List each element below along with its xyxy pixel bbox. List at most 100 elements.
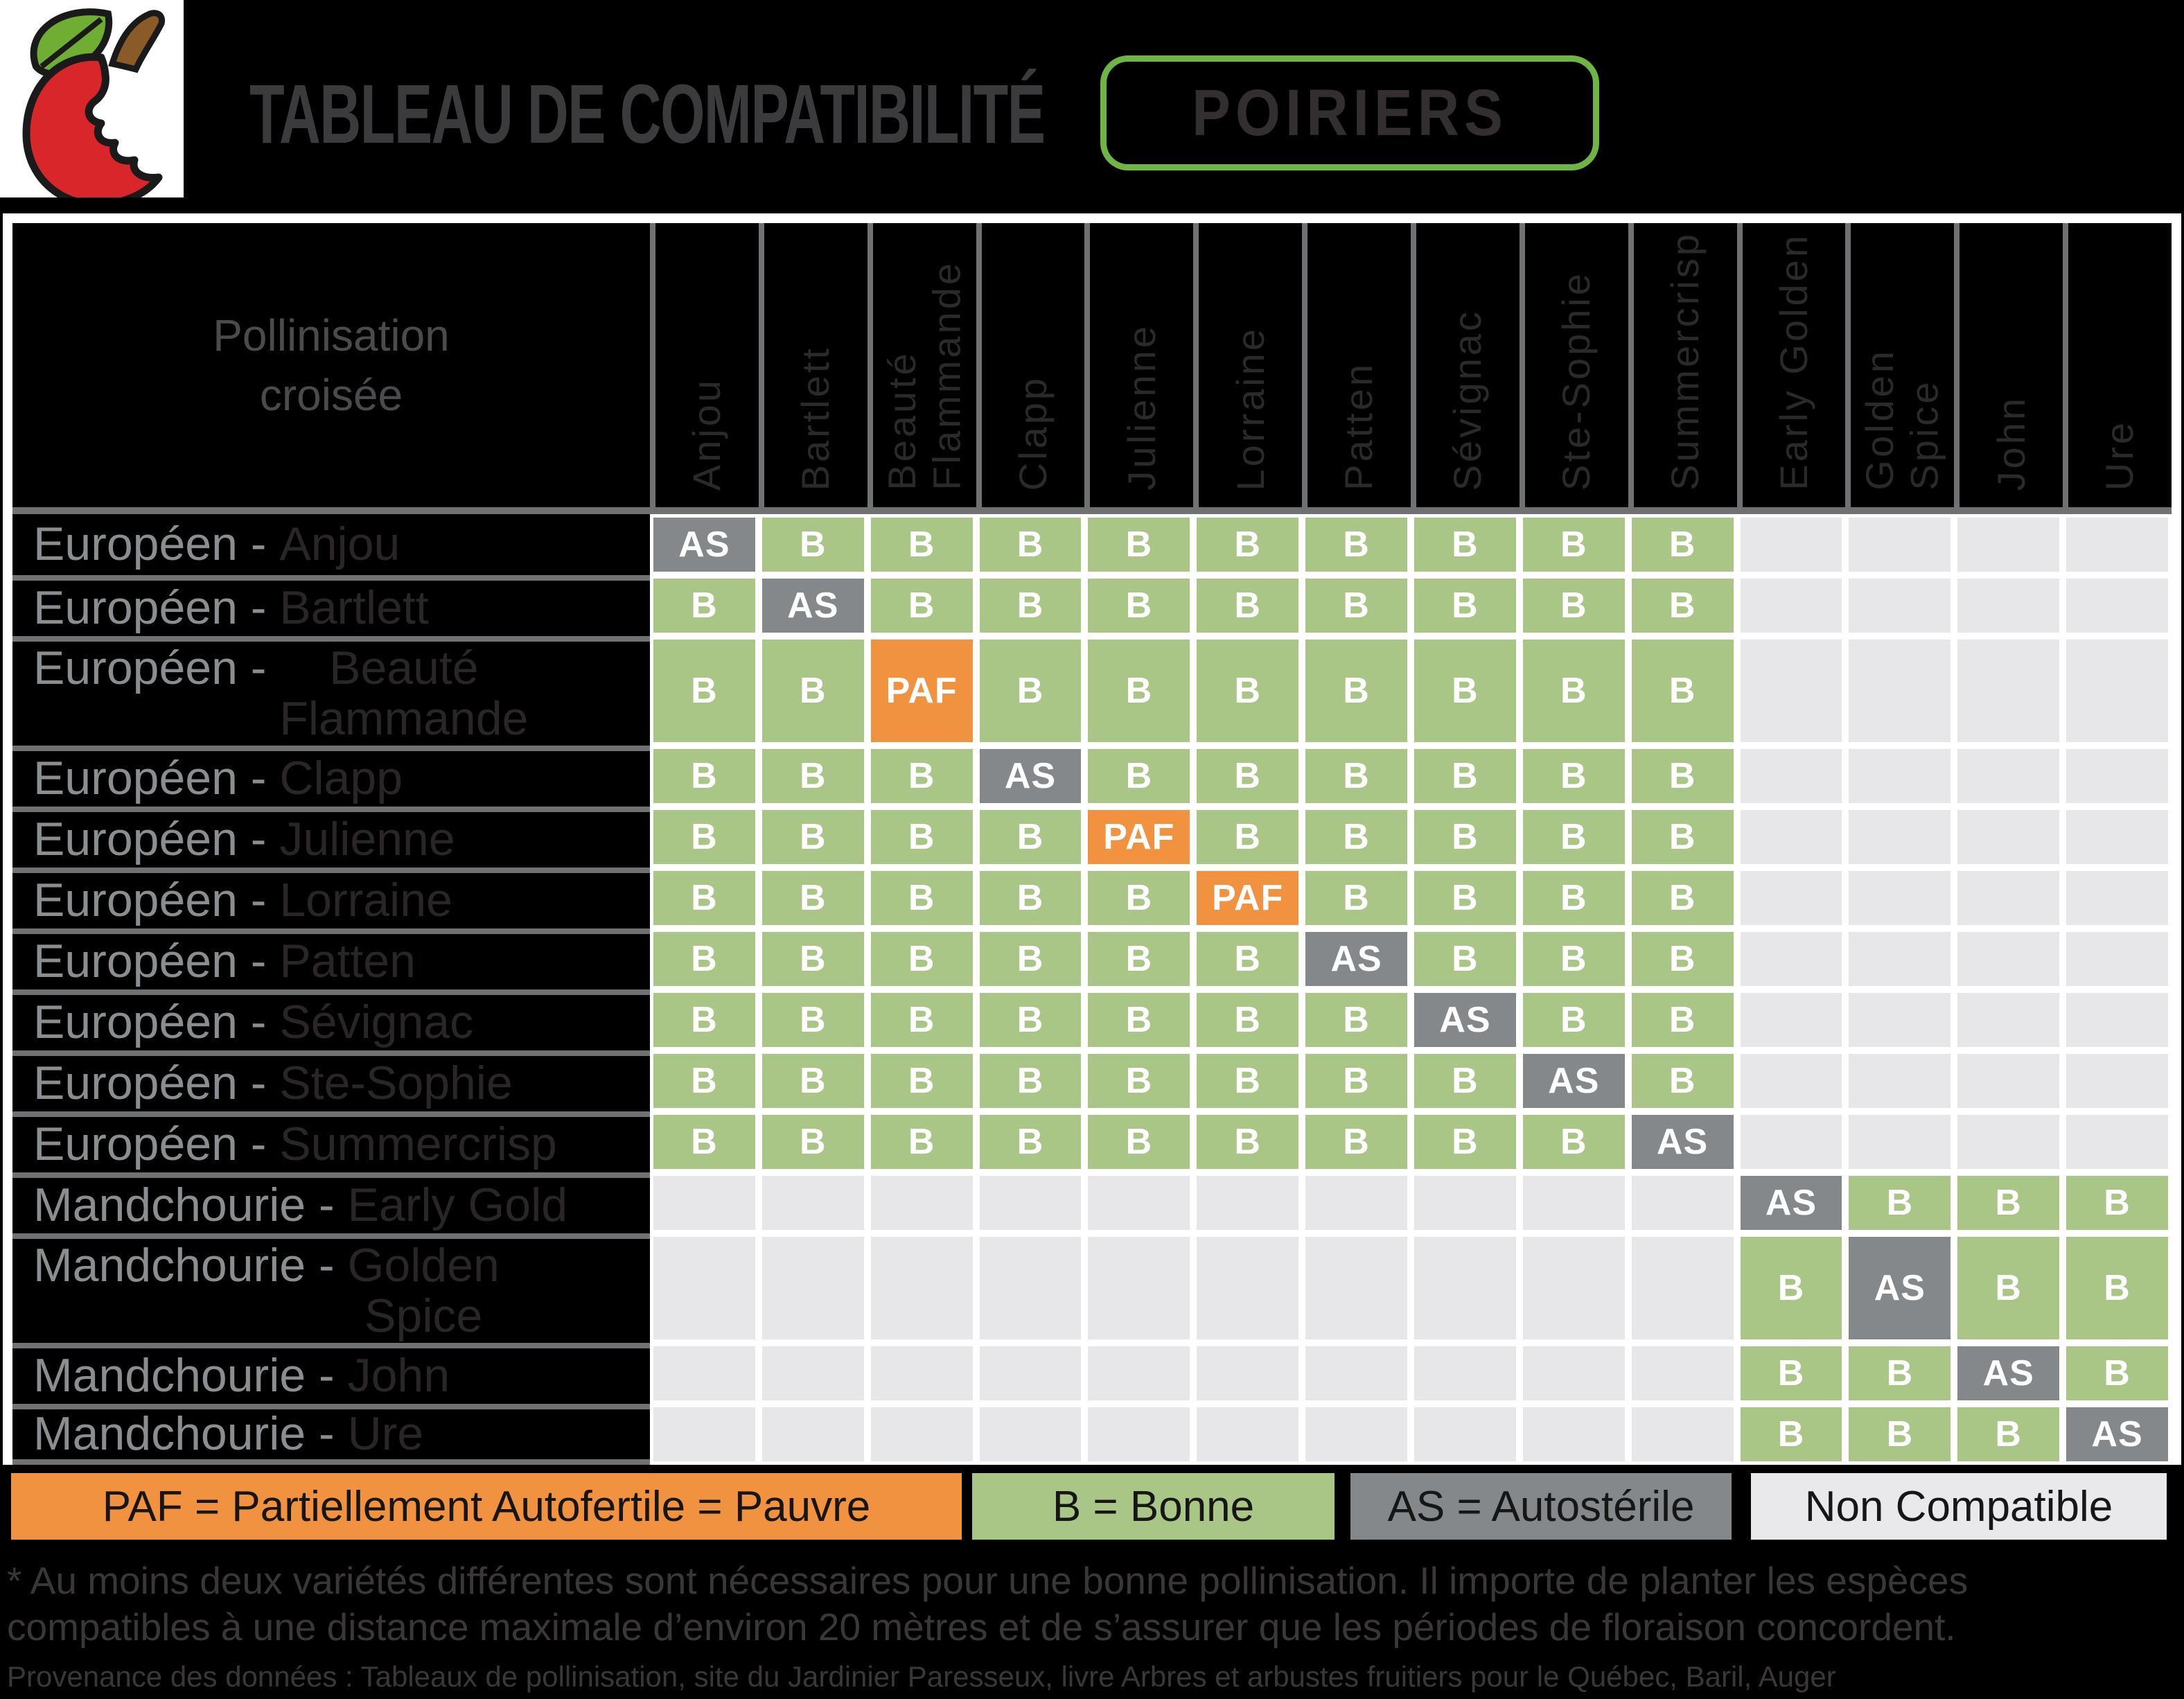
column-header: Patten	[1302, 223, 1411, 514]
matrix-cell: B	[650, 807, 759, 868]
matrix-cell	[1954, 746, 2063, 807]
matrix-cell	[2063, 1111, 2172, 1172]
legend-item-label: AS = Autostérile	[1387, 1482, 1695, 1531]
matrix-cell: B	[650, 1050, 759, 1111]
matrix-cell: B	[1736, 1343, 1846, 1404]
matrix-cell: AS	[1736, 1172, 1846, 1233]
matrix-cell	[1845, 575, 1955, 636]
row-header: Européen - Bartlett	[12, 575, 650, 636]
matrix-cell: B	[650, 989, 759, 1050]
matrix-cell: B	[758, 636, 868, 746]
species-label: Européen -	[33, 996, 280, 1049]
footnote: * Au moins deux variétés différentes son…	[7, 1559, 1969, 1649]
matrix-cell: B	[1411, 1111, 1520, 1172]
matrix-cell	[1302, 1404, 1411, 1465]
legend-item-label: Non Compatible	[1804, 1482, 2113, 1531]
matrix-cell	[1736, 636, 1846, 746]
matrix-cell	[1845, 1111, 1955, 1172]
variety-label: Early Gold	[347, 1179, 568, 1232]
species-label: Mandchourie -	[33, 1238, 348, 1292]
matrix-cell: B	[1302, 636, 1411, 746]
column-label: Ste-Sophie	[1554, 270, 1599, 491]
variety-label: Bartlett	[279, 581, 429, 635]
legend-item-label: PAF = Partiellement Autofertile = Pauvre	[102, 1482, 871, 1531]
variety-label: Summercrisp	[279, 1118, 557, 1171]
matrix-cell: B	[758, 989, 868, 1050]
column-header: Beauté Flammande	[867, 223, 976, 514]
matrix-cell: B	[1628, 928, 1737, 989]
matrix-cell	[1954, 1111, 2063, 1172]
matrix-cell: B	[867, 514, 976, 575]
matrix-cell	[1519, 1404, 1628, 1465]
legend-item-paf: PAF = Partiellement Autofertile = Pauvre	[11, 1473, 962, 1540]
row-header: Européen - Summercrisp	[12, 1111, 650, 1172]
matrix-cell: AS	[2063, 1404, 2172, 1465]
matrix-cell: B	[976, 868, 1085, 928]
column-label: Lorraine	[1228, 326, 1272, 491]
matrix-cell: B	[1845, 1343, 1955, 1404]
matrix-cell: B	[1084, 868, 1194, 928]
row-header: Européen - Sévignac	[12, 989, 650, 1050]
matrix-cell: B	[758, 1111, 868, 1172]
species-label: Européen -	[33, 641, 280, 694]
matrix-cell	[1628, 1233, 1737, 1343]
matrix-cell	[1628, 1343, 1737, 1404]
species-label: Européen -	[33, 1118, 280, 1171]
matrix-cell	[1954, 1050, 2063, 1111]
matrix-cell: B	[1628, 636, 1737, 746]
variety-label: John	[347, 1349, 450, 1402]
column-header: Summercrisp	[1628, 223, 1737, 514]
column-header: Sévignac	[1411, 223, 1520, 514]
matrix-cell: B	[1193, 928, 1303, 989]
matrix-cell: B	[1084, 636, 1194, 746]
matrix-cell: B	[1954, 1404, 2063, 1465]
species-label: Européen -	[33, 813, 280, 866]
row-header: Mandchourie - Golden Spice	[12, 1233, 650, 1343]
matrix-cell: B	[1628, 514, 1737, 575]
matrix-cell: B	[2063, 1343, 2172, 1404]
matrix-cell	[2063, 746, 2172, 807]
matrix-cell: B	[1193, 1111, 1303, 1172]
matrix-cell: B	[1084, 514, 1194, 575]
column-label: Clapp	[1010, 375, 1055, 491]
matrix-cell: B	[867, 989, 976, 1050]
matrix-cell	[1411, 1172, 1520, 1233]
matrix-cell	[1736, 1111, 1846, 1172]
matrix-cell: B	[1084, 746, 1194, 807]
matrix-cell	[1736, 989, 1846, 1050]
matrix-cell: B	[1628, 575, 1737, 636]
matrix-cell: AS	[758, 575, 868, 636]
matrix-cell: B	[1628, 746, 1737, 807]
species-label: Mandchourie -	[33, 1407, 348, 1461]
matrix-cell: B	[758, 514, 868, 575]
matrix-cell	[1302, 1343, 1411, 1404]
matrix-cell: B	[1736, 1404, 1846, 1465]
legend-item-autosterile: AS = Autostérile	[1350, 1473, 1732, 1540]
matrix-cell: PAF	[867, 636, 976, 746]
matrix-cell: B	[650, 928, 759, 989]
column-header: Early Golden	[1736, 223, 1846, 514]
matrix-cell: B	[1084, 1050, 1194, 1111]
matrix-cell	[1954, 636, 2063, 746]
variety-label: Ste-Sophie	[279, 1057, 513, 1110]
matrix-cell: B	[1411, 868, 1520, 928]
column-label: Golden Spice	[1858, 349, 1946, 491]
column-header: Bartlett	[758, 223, 868, 514]
matrix-cell: B	[976, 575, 1085, 636]
row-header: Européen - Julienne	[12, 807, 650, 868]
corner-label: Pollinisation croisée	[12, 223, 650, 514]
column-label: Patten	[1337, 362, 1381, 491]
column-label: John	[1989, 395, 2033, 491]
matrix-cell: B	[976, 514, 1085, 575]
matrix-cell: B	[867, 928, 976, 989]
matrix-cell	[758, 1404, 868, 1465]
matrix-cell: AS	[1954, 1343, 2063, 1404]
matrix-cell: B	[976, 1111, 1085, 1172]
species-label: Européen -	[33, 581, 280, 635]
matrix-cell	[1084, 1172, 1194, 1233]
matrix-cell: B	[758, 928, 868, 989]
matrix-cell	[1411, 1404, 1520, 1465]
matrix-cell: B	[976, 928, 1085, 989]
matrix-cell	[976, 1343, 1085, 1404]
matrix-cell: B	[1519, 989, 1628, 1050]
